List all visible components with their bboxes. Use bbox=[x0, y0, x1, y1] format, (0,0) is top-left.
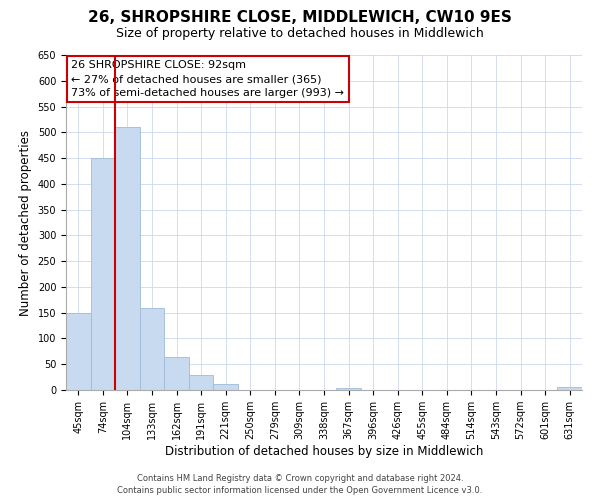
Bar bbox=[140, 308, 164, 390]
Text: 26, SHROPSHIRE CLOSE, MIDDLEWICH, CW10 9ES: 26, SHROPSHIRE CLOSE, MIDDLEWICH, CW10 9… bbox=[88, 10, 512, 25]
Text: Size of property relative to detached houses in Middlewich: Size of property relative to detached ho… bbox=[116, 28, 484, 40]
Text: Contains HM Land Registry data © Crown copyright and database right 2024.
Contai: Contains HM Land Registry data © Crown c… bbox=[118, 474, 482, 495]
Bar bbox=[66, 312, 91, 390]
Bar bbox=[336, 388, 361, 390]
Bar bbox=[115, 127, 140, 390]
Bar bbox=[214, 384, 238, 390]
Text: 26 SHROPSHIRE CLOSE: 92sqm
← 27% of detached houses are smaller (365)
73% of sem: 26 SHROPSHIRE CLOSE: 92sqm ← 27% of deta… bbox=[71, 60, 344, 98]
Bar bbox=[164, 356, 189, 390]
Y-axis label: Number of detached properties: Number of detached properties bbox=[19, 130, 32, 316]
X-axis label: Distribution of detached houses by size in Middlewich: Distribution of detached houses by size … bbox=[165, 445, 483, 458]
Bar bbox=[189, 374, 214, 390]
Bar bbox=[91, 158, 115, 390]
Bar bbox=[557, 388, 582, 390]
